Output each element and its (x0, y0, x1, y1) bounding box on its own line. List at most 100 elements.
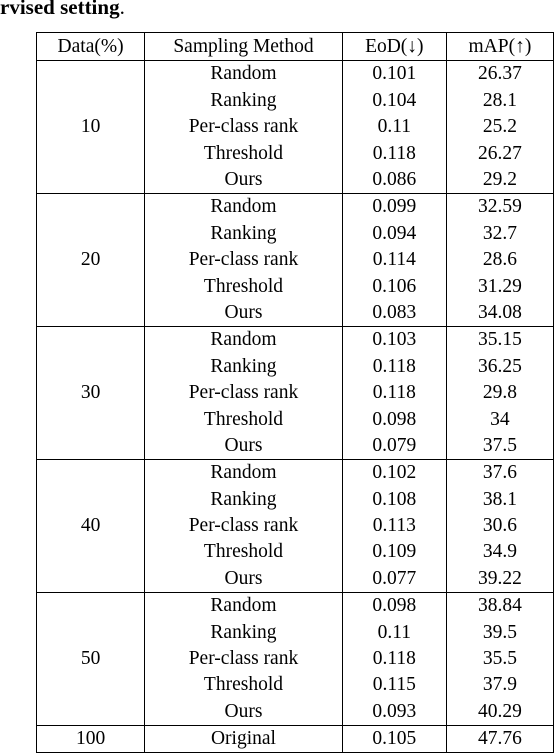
cell-map: 38.1 (445, 486, 554, 513)
cell-sampling-method: Per-class rank (144, 246, 343, 274)
cell-map: 34.08 (445, 299, 554, 327)
cell-map: 29.8 (445, 379, 554, 407)
cell-eod: 0.108 (341, 486, 447, 513)
cell-map: 37.6 (445, 458, 554, 487)
cell-sampling-method: Random (144, 591, 343, 620)
table-row: Threshold 0.118 26.27 (37, 140, 554, 167)
cell-map: 39.5 (445, 619, 554, 646)
cell-sampling-method: Threshold (144, 406, 343, 433)
cell-map: 31.29 (445, 273, 554, 300)
cell-sampling-method: Ours (144, 299, 343, 327)
cell-map: 47.76 (445, 724, 554, 753)
cell-map: 37.9 (445, 671, 554, 699)
cell-sampling-method: Ranking (144, 87, 343, 114)
cell-sampling-method: Random (144, 458, 343, 487)
results-table: Data(%) Sampling Method EoD(↓) mAP(↑) 10… (35, 32, 554, 753)
table-row: Threshold 0.106 31.29 (37, 273, 554, 300)
table-header: Data(%) Sampling Method EoD(↓) mAP(↑) (35, 32, 554, 61)
cell-sampling-method: Threshold (144, 273, 343, 300)
cell-map: 39.22 (445, 565, 554, 593)
cell-map: 26.37 (445, 60, 554, 88)
cell-eod: 0.113 (341, 512, 447, 540)
cell-sampling-method: Ours (144, 432, 343, 460)
table-row: Ranking 0.118 36.25 (37, 353, 554, 380)
table-caption: rvised setting. (0, 0, 125, 20)
caption-text: rvised setting (0, 0, 120, 19)
table-row: Ours 0.077 39.22 (37, 565, 554, 593)
cell-eod: 0.114 (341, 246, 447, 274)
cell-data-percent: 40 (35, 458, 146, 593)
table-row: Per-class rank 0.118 35.5 (37, 645, 554, 672)
table-row: Ours 0.083 34.08 (37, 299, 554, 327)
table-row: 30 Random 0.103 35.15 (35, 325, 554, 460)
cell-map: 40.29 (445, 698, 554, 726)
cell-eod: 0.077 (341, 565, 447, 593)
cell-eod: 0.118 (341, 645, 447, 672)
cell-eod: 0.11 (341, 113, 447, 141)
cell-eod: 0.104 (341, 87, 447, 114)
cell-map: 35.5 (445, 645, 554, 672)
table-row: Per-class rank 0.11 25.2 (37, 113, 554, 141)
cell-sampling-method: Threshold (144, 539, 343, 566)
cell-map: 32.7 (445, 220, 554, 247)
table-row: Ours 0.093 40.29 (37, 698, 554, 726)
table-row: Per-class rank 0.114 28.6 (37, 246, 554, 274)
cell-eod: 0.109 (341, 539, 447, 566)
cell-eod: 0.079 (341, 432, 447, 460)
cell-sampling-method: Threshold (144, 140, 343, 167)
cell-sampling-method: Ours (144, 698, 343, 726)
cell-sampling-method: Ranking (144, 486, 343, 513)
cell-eod: 0.101 (341, 60, 447, 88)
table-body: 10 Random 0.101 26.37 Ranking 0.104 28.1 Per-cl… (35, 60, 554, 753)
cell-map: 30.6 (445, 512, 554, 540)
cell-sampling-method: Per-class rank (144, 379, 343, 407)
cell-sampling-method: Random (144, 60, 343, 88)
header-map: mAP(↑) (445, 32, 554, 61)
cell-eod: 0.098 (341, 406, 447, 433)
cell-sampling-method: Ranking (144, 619, 343, 646)
cell-map: 34.9 (445, 539, 554, 566)
header-sampling-method: Sampling Method (144, 32, 343, 61)
table-row: 50 Random 0.098 38.84 (35, 591, 554, 726)
cell-eod: 0.102 (341, 458, 447, 487)
cell-eod: 0.094 (341, 220, 447, 247)
cell-sampling-method: Ranking (144, 220, 343, 247)
cell-data-percent: 100 (35, 724, 146, 753)
cell-map: 34 (445, 406, 554, 433)
cell-eod: 0.106 (341, 273, 447, 300)
cell-map: 29.2 (445, 166, 554, 194)
cell-eod: 0.118 (341, 140, 447, 167)
cell-map: 35.15 (445, 325, 554, 354)
cell-sampling-method: Ours (144, 166, 343, 194)
cell-sampling-method: Random (144, 325, 343, 354)
table-row: Threshold 0.098 34 (37, 406, 554, 433)
table-row: Per-class rank 0.118 29.8 (37, 379, 554, 407)
cell-sampling-method: Threshold (144, 671, 343, 699)
cell-eod: 0.11 (341, 619, 447, 646)
cell-eod: 0.083 (341, 299, 447, 327)
cell-sampling-method: Original (144, 724, 343, 753)
cell-eod: 0.118 (341, 379, 447, 407)
table-row: 40 Random 0.102 37.6 (35, 458, 554, 593)
cell-eod: 0.098 (341, 591, 447, 620)
cell-sampling-method: Random (144, 192, 343, 221)
cell-map: 28.6 (445, 246, 554, 274)
cell-map: 32.59 (445, 192, 554, 221)
table-row: Ranking 0.104 28.1 (37, 87, 554, 114)
cell-eod: 0.099 (341, 192, 447, 221)
table-row: 100 Original 0.105 47.76 (35, 724, 554, 753)
cell-map: 26.27 (445, 140, 554, 167)
table-row: Ranking 0.108 38.1 (37, 486, 554, 513)
cell-map: 25.2 (445, 113, 554, 141)
caption-period: . (119, 0, 125, 19)
table-row: Ours 0.086 29.2 (37, 166, 554, 194)
cell-sampling-method: Ranking (144, 353, 343, 380)
cell-sampling-method: Per-class rank (144, 645, 343, 672)
table-row: Per-class rank 0.113 30.6 (37, 512, 554, 540)
cell-data-percent: 50 (35, 591, 146, 726)
header-eod: EoD(↓) (341, 32, 447, 61)
cell-data-percent: 10 (35, 60, 146, 194)
cell-map: 28.1 (445, 87, 554, 114)
table-row: Ranking 0.094 32.7 (37, 220, 554, 247)
cell-eod: 0.086 (341, 166, 447, 194)
